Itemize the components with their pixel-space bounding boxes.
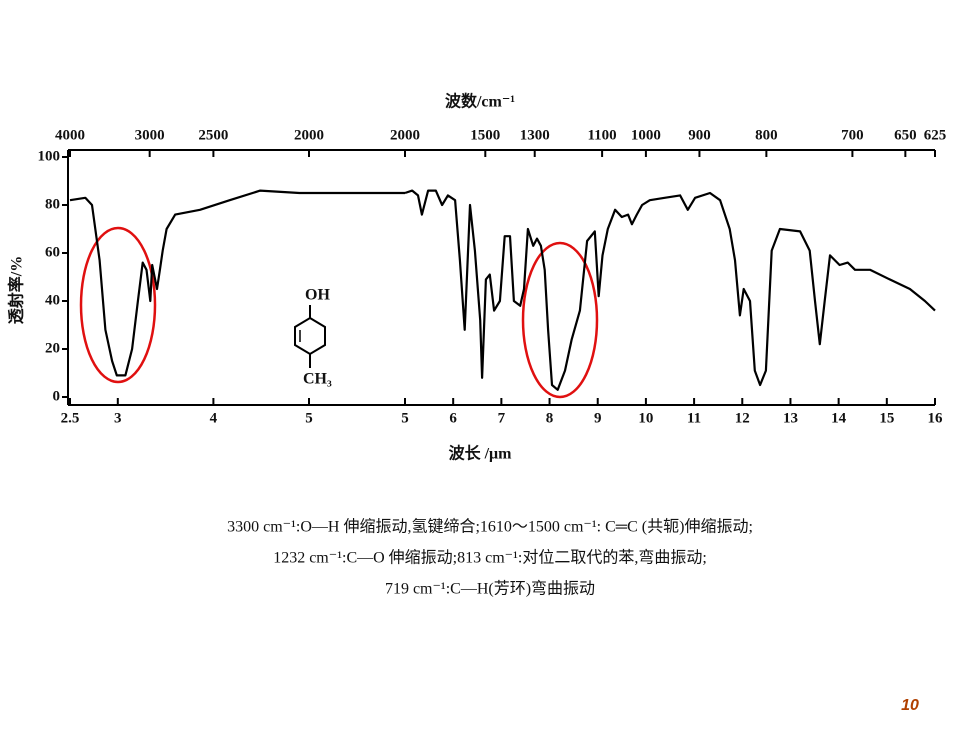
- x2-tick-label: 900: [688, 127, 711, 143]
- x2-tick-label: 700: [841, 127, 864, 143]
- structure-label: CH₃: [303, 371, 332, 388]
- y-tick-label: 40: [45, 292, 60, 308]
- spectrum-line: [69, 189, 309, 377]
- x-tick-label: 16: [928, 410, 944, 426]
- spectrum-line: [404, 189, 936, 391]
- x2-axis-label: 波数/cm⁻¹: [445, 92, 515, 111]
- x2-tick-label: 1300: [520, 127, 550, 143]
- x2-tick-label: 650: [894, 127, 917, 143]
- x-tick-label: 3: [114, 410, 122, 426]
- x-tick-label: 4: [210, 410, 218, 426]
- x-tick-label: 8: [546, 410, 554, 426]
- x-tick-label: 7: [498, 410, 506, 426]
- x2-tick-label: 2500: [198, 127, 228, 143]
- note: 1232 cm⁻¹:C—O 伸缩振动;813 cm⁻¹:对位二取代的苯,弯曲振动…: [273, 549, 707, 567]
- x2-tick-label: 1000: [631, 127, 661, 143]
- y-tick-label: 80: [45, 196, 60, 212]
- x-axis-label: 波长 /μm: [449, 444, 513, 463]
- x-tick-label: 14: [831, 410, 847, 426]
- x-tick-label: 15: [879, 410, 894, 426]
- page-number: 10: [901, 697, 919, 714]
- note: 3300 cm⁻¹:O—H 伸缩振动,氢键缔合;1610～1500 cm⁻¹: …: [227, 518, 753, 536]
- structure-label: OH: [305, 287, 330, 304]
- x-tick-label: 9: [594, 410, 602, 426]
- x2-tick-label: 625: [924, 127, 947, 143]
- x2-tick-label: 1500: [470, 127, 500, 143]
- structure: OH CH₃: [294, 287, 332, 388]
- y-axis-label: 透射率/%: [7, 256, 26, 324]
- y-tick-label: 60: [45, 244, 60, 260]
- x-tick-label: 13: [783, 410, 798, 426]
- highlight: [521, 241, 599, 399]
- x-tick-label: 5: [305, 410, 313, 426]
- x-tick-label: 11: [687, 410, 701, 426]
- y-tick-label: 20: [45, 340, 60, 356]
- x-tick-label: 10: [638, 410, 653, 426]
- y-tick-label: 100: [38, 148, 61, 164]
- x-tick-label: 2.5: [61, 410, 80, 426]
- x2-tick-label: 1100: [588, 127, 617, 143]
- x2-tick-label: 3000: [135, 127, 165, 143]
- x2-tick-label: 800: [755, 127, 778, 143]
- x-tick-label: 5: [401, 410, 409, 426]
- x2-tick-label: 4000: [55, 127, 85, 143]
- x2-tick-label: 2000: [390, 127, 420, 143]
- y-tick-label: 0: [53, 388, 61, 404]
- highlight: [79, 226, 157, 384]
- x-tick-label: 12: [735, 410, 750, 426]
- note: 719 cm⁻¹:C—H(芳环)弯曲振动: [385, 580, 595, 598]
- x2-tick-label: 2000: [294, 127, 324, 143]
- x-tick-label: 6: [449, 410, 457, 426]
